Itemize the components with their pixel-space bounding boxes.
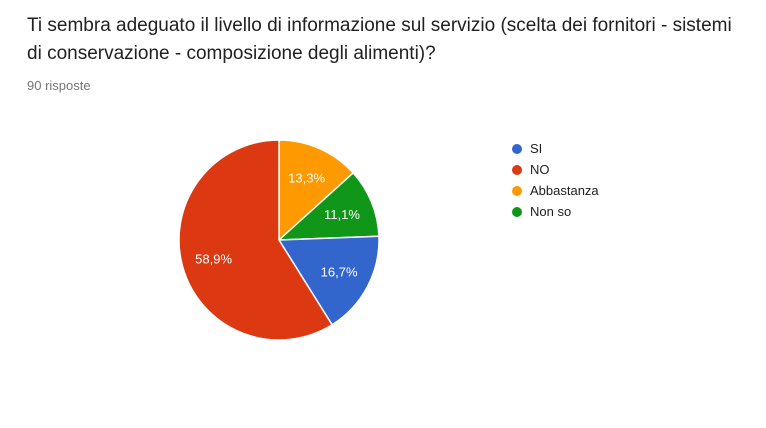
legend-dot-si: [512, 143, 522, 154]
pie-chart-svg: 13,3% 11,1% 16,7% 58,9%: [178, 139, 380, 341]
chart-legend: SI NO Abbastanza Non so: [512, 138, 599, 222]
pie-slice-non-so[interactable]: [278, 172, 380, 241]
pie-chart: 13,3% 11,1% 16,7% 58,9%: [169, 130, 389, 350]
response-count: 90 risposte: [27, 78, 91, 93]
legend-label-si: SI: [530, 141, 543, 156]
pie-slice-value-label: 58,9%: [195, 251, 232, 266]
legend-item-no: NO: [512, 159, 599, 180]
pie-slice-abbastanza[interactable]: [278, 139, 354, 241]
legend-item-abbastanza: Abbastanza: [512, 180, 599, 201]
legend-label-abbastanza: Abbastanza: [530, 183, 599, 198]
pie-slice-si[interactable]: [278, 235, 380, 326]
pie-slice-value-label: 16,7%: [321, 264, 358, 279]
legend-dot-non-so: [512, 206, 522, 217]
legend-label-no: NO: [530, 162, 550, 177]
pie-slice-value-label: 13,3%: [288, 170, 325, 185]
legend-dot-abbastanza: [512, 185, 522, 196]
pie-slice-value-label: 11,1%: [324, 207, 360, 222]
question-title: Ti sembra adeguato il livello di informa…: [27, 15, 732, 64]
legend-dot-no: [512, 164, 522, 175]
legend-item-non-so: Non so: [512, 201, 599, 222]
legend-item-si: SI: [512, 138, 599, 159]
legend-label-non-so: Non so: [530, 204, 572, 219]
pie-slice-no[interactable]: [178, 139, 333, 341]
